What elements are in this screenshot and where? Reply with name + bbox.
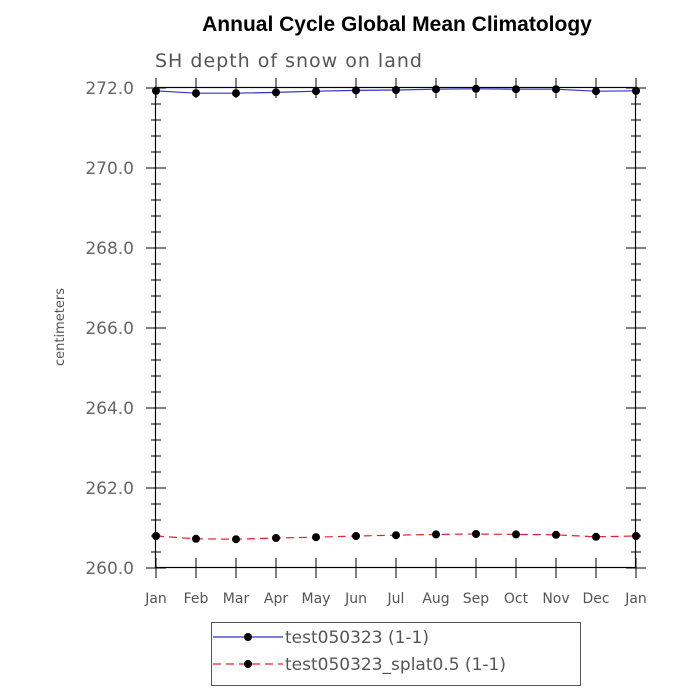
y-tick-label: 272.0 (85, 79, 134, 99)
x-tick-label: Oct (504, 591, 529, 607)
y-tick-label: 260.0 (85, 559, 134, 579)
series-1-point (592, 87, 600, 96)
legend-label-1: test050323 (1-1) (285, 628, 429, 648)
series-1-point (192, 89, 200, 98)
legend-box (211, 622, 581, 686)
series-1-point (392, 86, 400, 94)
x-tick-label: Dec (582, 591, 609, 607)
series-1-point (312, 87, 320, 96)
y-tick-label: 266.0 (85, 319, 134, 339)
x-tick-label: Sep (463, 591, 490, 607)
x-tick-label: Jul (387, 591, 405, 607)
series-2-point (312, 533, 320, 542)
y-tick-label: 264.0 (85, 399, 134, 419)
series-2-point (512, 530, 520, 539)
x-tick-label: Jun (344, 591, 367, 607)
x-tick-label: Nov (542, 591, 569, 607)
legend-marker-1 (244, 633, 252, 641)
ticks-layer: 260.0 262.0 264.0 266.0 268.0 270.0 272.0 Jan Fe… (85, 78, 647, 607)
series-1-point (152, 86, 160, 95)
series-1-point (272, 88, 280, 97)
series-1-point (472, 84, 480, 93)
series-2-point (432, 530, 440, 539)
y-axis-label: centimeters (53, 288, 68, 366)
series-1-point (552, 85, 560, 94)
series-2-point (232, 535, 240, 544)
series-2-point (152, 532, 160, 540)
y-tick-label: 270.0 (85, 159, 134, 179)
series-2-point (592, 532, 600, 541)
x-tick-label: Mar (223, 591, 250, 607)
series-2-point (192, 534, 200, 543)
series-2-point (632, 532, 640, 540)
series-2-point (392, 531, 400, 540)
legend: test050323 (1-1) test050323_splat0.5 (1-1… (211, 622, 581, 686)
series-2-point (552, 530, 560, 539)
series-2-point (472, 530, 480, 538)
series-layer (152, 84, 640, 544)
chart-title: Annual Cycle Global Mean Climatology (202, 13, 592, 36)
series-2-point (352, 532, 360, 540)
series-1-point (232, 89, 240, 98)
x-tick-label: May (302, 591, 331, 607)
series-1-point (352, 86, 360, 95)
x-tick-label: Jan (624, 591, 647, 607)
legend-label-2: test050323_splat0.5 (1-1) (285, 655, 506, 675)
plot-frame (154, 86, 637, 569)
series-1-point (632, 86, 640, 95)
x-tick-label: Apr (264, 591, 288, 607)
series-1-point (512, 85, 520, 94)
x-tick-label: Aug (422, 591, 449, 607)
x-tick-label: Jan (144, 591, 167, 607)
y-tick-label: 262.0 (85, 479, 134, 499)
legend-marker-2 (244, 660, 252, 668)
series-1-point (432, 85, 440, 94)
chart-subtitle: SH depth of snow on land (155, 50, 423, 72)
series-2-point (272, 534, 280, 542)
x-tick-label: Feb (184, 591, 209, 607)
y-tick-label: 268.0 (85, 239, 134, 259)
